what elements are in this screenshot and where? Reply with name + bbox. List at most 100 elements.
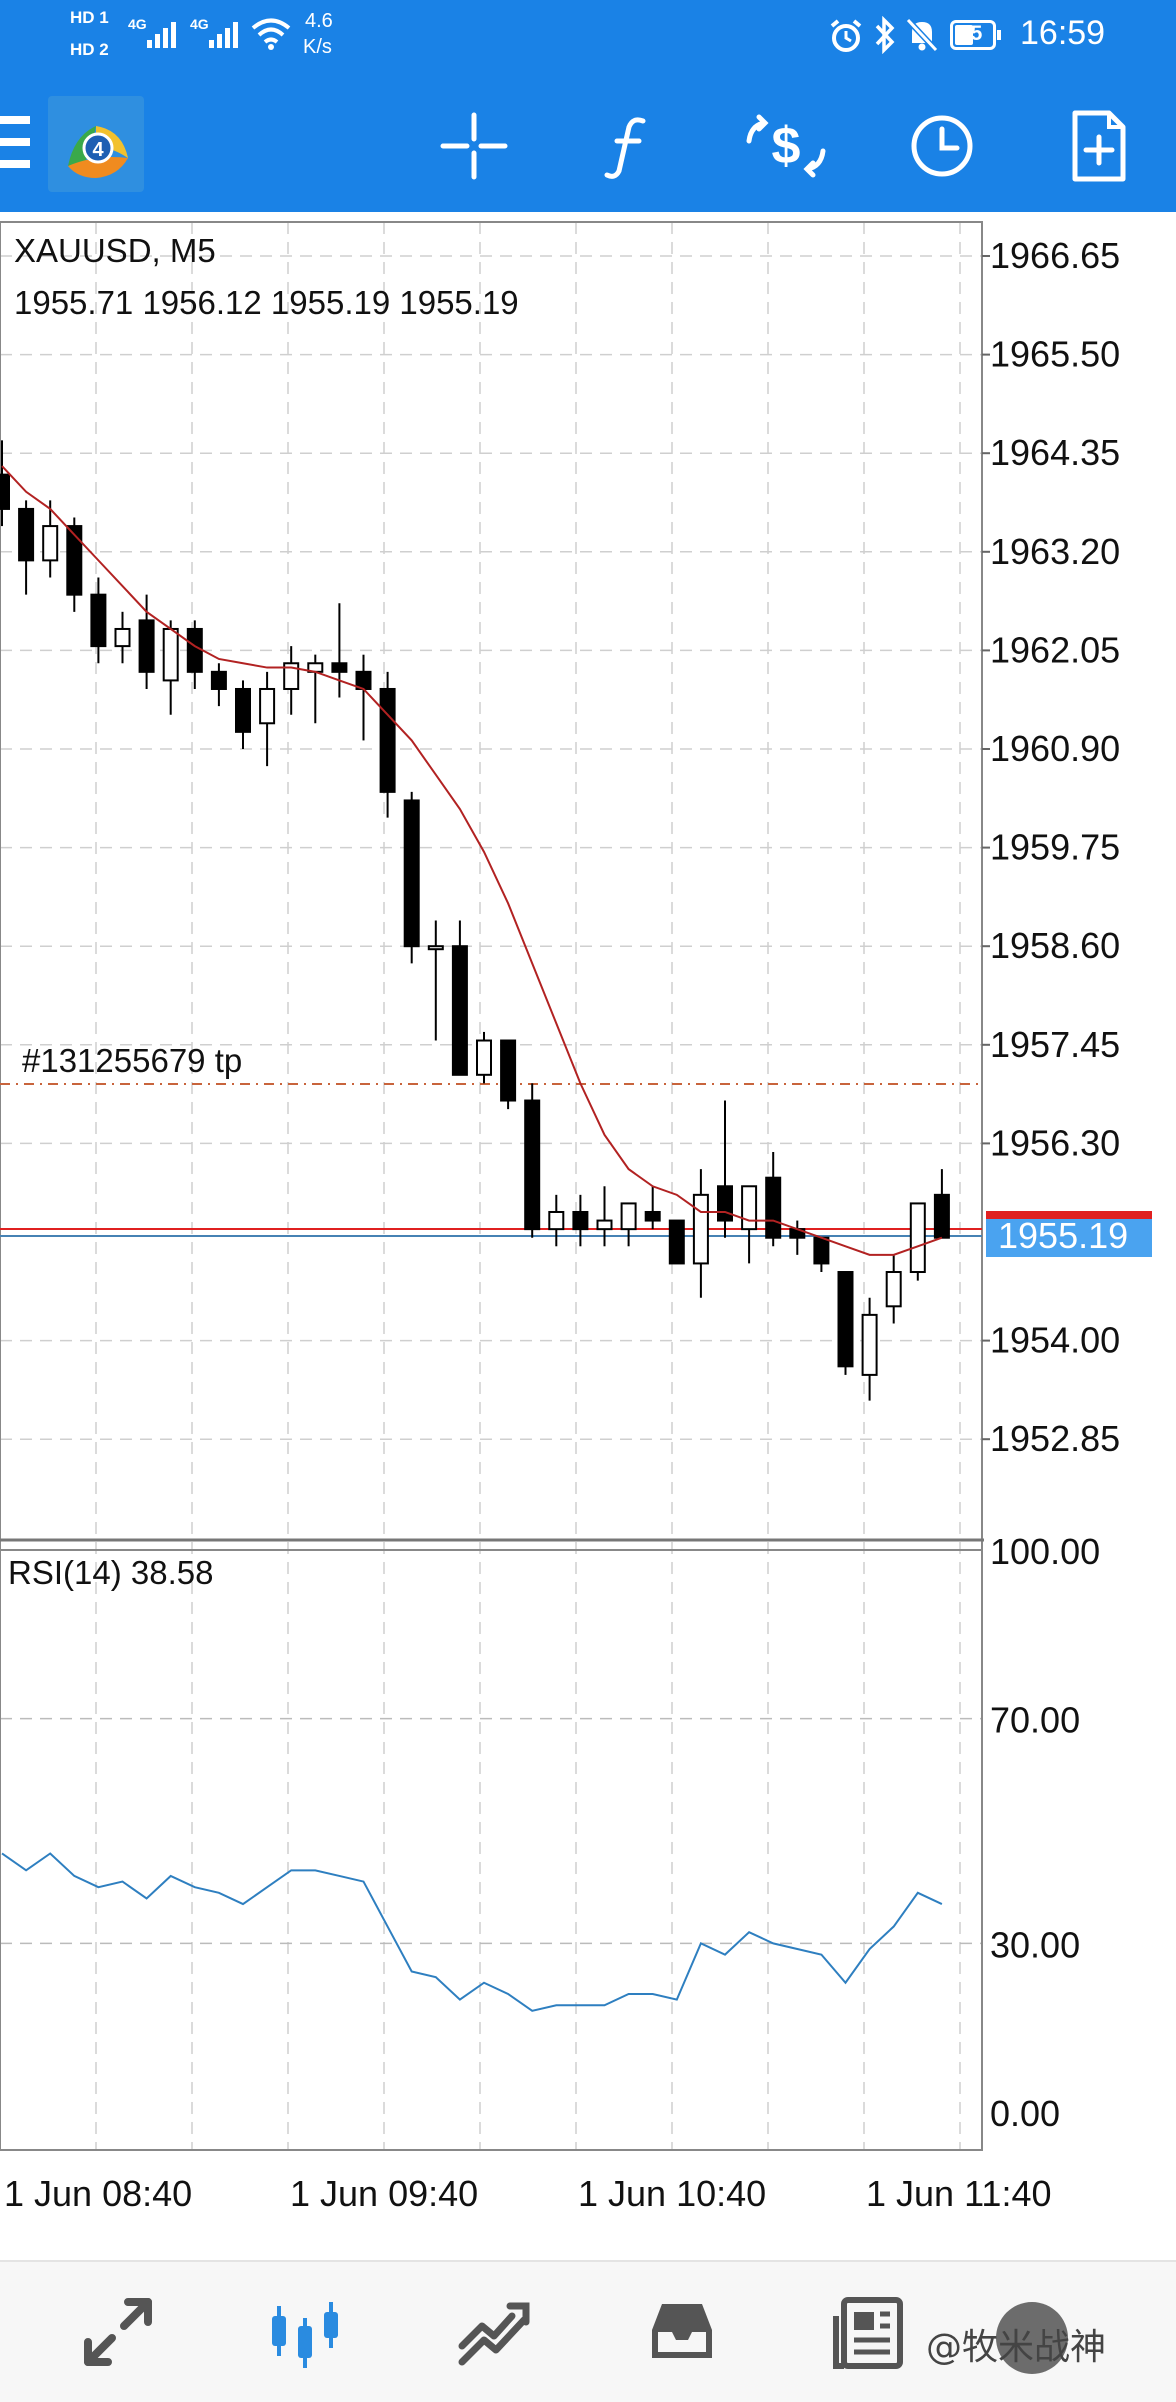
- chart-icon: [272, 2302, 338, 2368]
- nav-chart[interactable]: [258, 2284, 354, 2380]
- chart-grid: [0, 222, 982, 2150]
- candle-bull: [596, 1219, 613, 1231]
- history-icon: [652, 2304, 712, 2358]
- price-tick-label: 1964.35: [990, 432, 1120, 473]
- bluetooth-icon: [875, 16, 895, 54]
- nav-trade[interactable]: [446, 2284, 542, 2380]
- signal2-icon: [209, 22, 238, 48]
- mute-bell-icon: [905, 17, 939, 53]
- metatrader-logo-graphic: 4: [68, 126, 128, 178]
- candle-bull: [861, 1313, 878, 1376]
- candle-bull: [692, 1193, 709, 1265]
- price-tick-label: 1958.60: [990, 925, 1120, 966]
- battery-level: 45: [959, 22, 983, 45]
- candle-bear: [933, 1193, 950, 1239]
- candles-group: [0, 440, 950, 1401]
- candle-bull: [741, 1185, 758, 1231]
- status-bar: HD 1 HD 2 4G 4G 4.6 K/s 45 16:59: [0, 0, 1176, 72]
- nav-history[interactable]: [634, 2284, 730, 2380]
- symbol-label: XAUUSD, M5: [14, 232, 216, 269]
- timeframe-clock-icon: [911, 115, 973, 177]
- price-tick-label: 1962.05: [990, 629, 1120, 670]
- tp-order-label: #131255679 tp: [22, 1042, 242, 1079]
- candle-bear: [813, 1236, 830, 1265]
- candle-bull: [114, 627, 131, 648]
- network1-label: 4G: [128, 16, 147, 32]
- timeframe-button[interactable]: [894, 98, 990, 194]
- trade-icon: [458, 2302, 530, 2366]
- signal1-icon: [147, 22, 176, 48]
- candle-bear: [90, 593, 107, 648]
- candle-bull: [283, 662, 300, 690]
- hamburger-menu-icon[interactable]: [0, 116, 34, 168]
- trade-button[interactable]: $: [738, 98, 834, 194]
- top-toolbar: 4 $: [0, 72, 1176, 212]
- network2-label: 4G: [190, 16, 209, 32]
- sim1-badge: HD 1: [70, 8, 109, 27]
- speed-unit: K/s: [303, 36, 332, 58]
- candle-bear: [668, 1219, 685, 1265]
- nav-quotes[interactable]: [70, 2284, 166, 2380]
- sim2-badge: HD 2: [70, 40, 109, 59]
- price-tick-label: 1959.75: [990, 827, 1120, 868]
- ask-marker: [986, 1211, 1152, 1219]
- messages-icon: [833, 2297, 903, 2369]
- candle-bear: [66, 525, 83, 596]
- candle-bull: [885, 1271, 902, 1308]
- crosshair-button[interactable]: [426, 98, 522, 194]
- nav-messages[interactable]: [822, 2284, 918, 2380]
- speed-value: 4.6: [305, 10, 333, 32]
- wifi-icon: [251, 18, 291, 50]
- price-tick-label: 1960.90: [990, 728, 1120, 769]
- candle-bear: [765, 1176, 782, 1239]
- candle-bear: [138, 619, 155, 673]
- rsi-panel-border: [0, 1539, 983, 2151]
- price-tick-label: 1954.00: [990, 1320, 1120, 1361]
- templates-doc-plus-icon: [1072, 110, 1126, 182]
- time-axis: 1 Jun 08:40 1 Jun 09:40 1 Jun 10:40 1 Jun 1…: [4, 2173, 1051, 2214]
- price-tick-label: 1956.30: [990, 1122, 1120, 1163]
- candle-bull: [259, 687, 276, 725]
- price-tick-label: 1965.50: [990, 334, 1120, 375]
- time-tick-label: 1 Jun 08:40: [4, 2173, 192, 2214]
- candle-bear: [524, 1099, 541, 1231]
- candle-bull: [42, 525, 59, 562]
- watermark-text: @牧米战神: [926, 2327, 1107, 2368]
- rsi-axis: 100.00 70.00 30.00 0.00: [990, 1531, 1100, 2134]
- candle-bear: [717, 1185, 733, 1222]
- price-axis: 1966.65 1965.50 1964.35 1963.20 1962.05 1960.…: [982, 235, 1120, 1459]
- svg-text:$: $: [772, 117, 801, 175]
- bottom-nav: @牧米战神: [0, 2260, 1176, 2402]
- candle-bear: [451, 945, 468, 1076]
- trade-dollar-icon: $: [746, 114, 826, 178]
- indicators-f-icon: [604, 117, 646, 179]
- chart-area[interactable]: #131255679 tp XAUUSD, M5 1955.71 1956.12…: [0, 212, 1176, 2260]
- candle-bear: [837, 1271, 854, 1368]
- crosshair-icon: [440, 112, 508, 180]
- candle-bear: [18, 507, 35, 562]
- battery-icon: 45: [950, 20, 1001, 50]
- time-tick-label: 1 Jun 09:40: [290, 2173, 478, 2214]
- metatrader-logo[interactable]: 4: [48, 96, 144, 192]
- ohlc-label: 1955.71 1956.12 1955.19 1955.19: [14, 284, 519, 321]
- alarm-icon: [830, 19, 862, 52]
- candle-bull: [548, 1210, 565, 1231]
- current-price-value: 1955.19: [998, 1215, 1128, 1256]
- clock-time: 16:59: [1020, 14, 1106, 52]
- candle-bear: [210, 670, 227, 690]
- rsi-tick-label: 30.00: [990, 1924, 1080, 1965]
- price-panel-border: [0, 221, 983, 1551]
- quotes-icon: [84, 2298, 152, 2366]
- candle-bear: [186, 627, 203, 673]
- templates-button[interactable]: [1050, 98, 1146, 194]
- svg-text:4: 4: [92, 139, 104, 161]
- candle-bear: [403, 799, 420, 948]
- candle-bull: [427, 945, 444, 951]
- rsi-tick-label: 70.00: [990, 1700, 1080, 1741]
- price-tick-label: 1957.45: [990, 1024, 1120, 1065]
- time-tick-label: 1 Jun 11:40: [866, 2173, 1051, 2214]
- candle-bear: [572, 1210, 589, 1231]
- candle-bear: [0, 473, 10, 510]
- indicators-button[interactable]: [580, 98, 676, 194]
- candle-bull: [620, 1202, 637, 1231]
